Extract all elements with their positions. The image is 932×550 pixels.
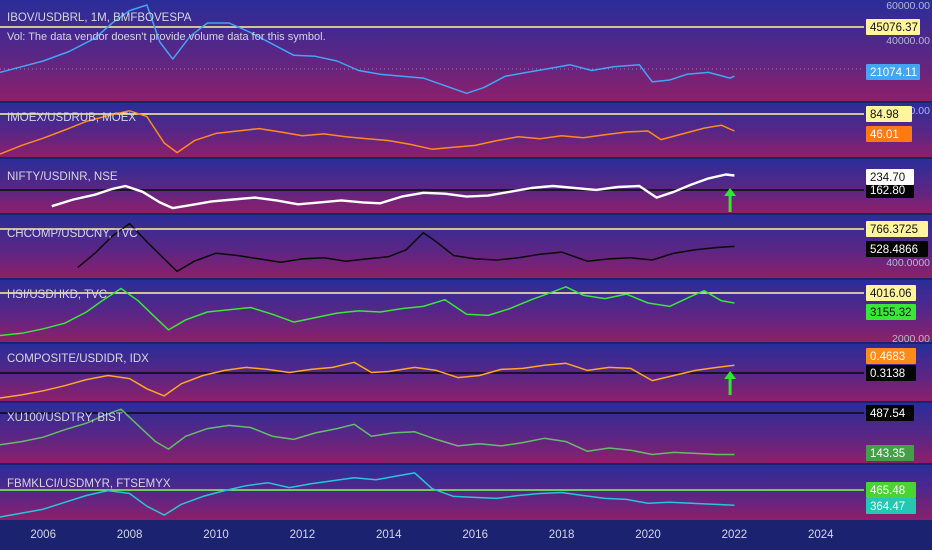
last-price-badge	[866, 126, 912, 142]
level-badge-value: 84.98	[870, 109, 899, 121]
series-line	[0, 472, 735, 518]
panel-title: CHCOMP/USDCNY, TVC	[7, 228, 138, 240]
last-price-value: 143.35	[870, 448, 905, 460]
panel-6: COMPOSITE/USDIDR, IDX 0.3138 0.4683	[0, 344, 932, 401]
x-axis-background	[0, 521, 932, 550]
x-tick-label: 2016	[462, 529, 488, 541]
last-price-badge	[866, 498, 916, 514]
level-badge-value: 162.80	[870, 185, 905, 197]
x-axis: 2006 2008 2010 2012 2014 2016 2018 2020 2022 2024	[0, 521, 932, 550]
last-price-value: 528.4866	[870, 244, 918, 256]
scale-label: 400.0000	[886, 257, 930, 269]
panel-8: FBMKLCI/USDMYR, FTSEMYX 465.48 364.47	[0, 465, 932, 520]
last-price-badge	[866, 348, 916, 364]
series-line	[0, 361, 735, 399]
panel-background	[0, 159, 932, 213]
panel-5: 2000.00 HSI/USDHKD, TVC 4016.06 3155.32	[0, 280, 932, 345]
last-price-value: 0.4683	[870, 351, 905, 363]
last-price-badge	[866, 64, 920, 80]
x-tick-label: 2006	[30, 529, 56, 541]
level-badge-value: 4016.06	[870, 288, 912, 300]
last-price-value: 234.70	[870, 172, 905, 184]
panel-title: COMPOSITE/USDIDR, IDX	[7, 353, 149, 365]
series-line	[51, 173, 735, 210]
last-price-value: 21074.11	[870, 67, 917, 79]
last-price-badge	[866, 169, 914, 185]
up-arrow-head-icon	[724, 188, 737, 196]
panel-1: 60000.00 40000.00 IBOV/USDBRL, 1M, BMFBOVE…	[0, 0, 932, 101]
panel-title: XU100/USDTRY, BIST	[7, 412, 123, 424]
x-tick-label: 2018	[549, 529, 575, 541]
panel-title: IBOV/USDBRL, 1M, BMFBOVESPA	[7, 12, 192, 24]
last-price-badge	[866, 304, 916, 320]
panel-subtitle: Vol: The data vendor doesn't provide vol…	[7, 31, 326, 43]
panel-7: XU100/USDTRY, BIST 487.54 143.35	[0, 403, 932, 463]
series-line	[0, 4, 735, 95]
last-price-value: 3155.32	[870, 307, 912, 319]
up-arrow-head-icon	[724, 371, 737, 379]
scale-label: 2000.00	[892, 333, 930, 345]
level-badge	[866, 19, 920, 35]
level-badge-value: 45076.37	[870, 22, 918, 34]
level-badge	[866, 221, 928, 237]
x-tick-label: 2020	[635, 529, 661, 541]
x-tick-label: 2008	[117, 529, 143, 541]
level-badge	[866, 182, 914, 198]
last-price-badge	[866, 241, 928, 257]
level-badge	[866, 285, 916, 301]
panel-title: FBMKLCI/USDMYR, FTSEMYX	[7, 478, 171, 490]
level-badge	[866, 405, 914, 421]
series-line	[0, 286, 735, 337]
panel-background	[0, 465, 932, 520]
panel-4: 400.0000 CHCOMP/USDCNY, TVC 766.3725 528.48…	[0, 215, 932, 278]
panel-background	[0, 280, 932, 342]
level-badge-value: 0.3138	[870, 368, 905, 380]
level-badge-value: 487.54	[870, 408, 906, 420]
last-price-value: 46.01	[870, 129, 899, 141]
panel-background	[0, 103, 932, 157]
level-badge-value: 465.48	[870, 485, 905, 497]
x-tick-label: 2022	[722, 529, 748, 541]
scale-label: 40000.00	[886, 35, 930, 47]
panel-title: HSI/USDHKD, TVC	[7, 289, 107, 301]
level-badge	[866, 365, 916, 381]
series-line	[77, 222, 735, 273]
x-tick-label: 2024	[808, 529, 834, 541]
level-badge-value: 766.3725	[870, 224, 918, 236]
panel-background	[0, 0, 932, 101]
x-tick-label: 2010	[203, 529, 229, 541]
scale-label: 60000.00	[886, 0, 930, 12]
last-price-badge	[866, 445, 914, 461]
series-line	[0, 110, 735, 155]
panel-title: IMOEX/USDRUB, MOEX	[7, 112, 136, 124]
level-badge	[866, 106, 912, 122]
series-line	[0, 408, 735, 456]
x-tick-label: 2014	[376, 529, 402, 541]
panel-background	[0, 403, 932, 463]
panel-background	[0, 215, 932, 278]
x-tick-label: 2012	[290, 529, 316, 541]
panel-title: NIFTY/USDINR, NSE	[7, 171, 118, 183]
last-price-value: 364.47	[870, 501, 905, 513]
level-badge	[866, 482, 916, 498]
